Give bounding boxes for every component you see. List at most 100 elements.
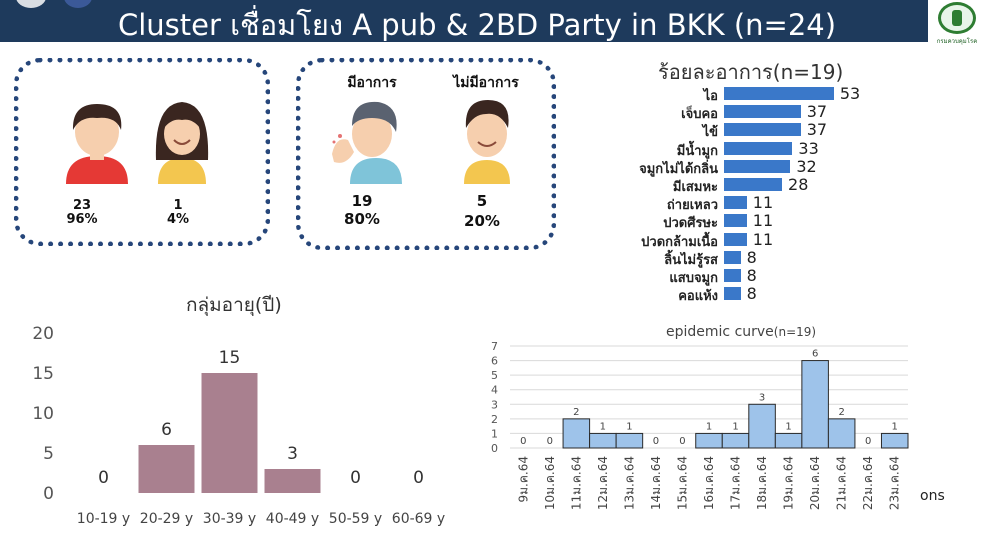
symptomatic-count: 19 — [351, 192, 373, 210]
age-y-tick: 5 — [43, 444, 54, 464]
epi-y-tick: 4 — [491, 384, 498, 397]
epi-date-label: 10ม.ค.64 — [543, 456, 557, 510]
symptom-bar — [724, 87, 834, 100]
symptom-value: 37 — [806, 102, 828, 122]
age-bar — [201, 373, 258, 493]
epi-bar — [721, 432, 750, 449]
epi-data-label: 6 — [812, 349, 818, 360]
male-person-icon — [66, 104, 128, 184]
age-bar-chart: 0 5 10 15 20 0 10-19 y 6 20-29 y 15 30-39 y 3 40-49 … — [32, 324, 445, 527]
healthy-person-icon — [464, 100, 510, 184]
epi-date-label: 13ม.ค.64 — [622, 456, 636, 510]
age-chart-title: กลุ่มอายุ(ปี) — [186, 294, 282, 316]
symptom-value: 11 — [752, 229, 774, 249]
symptom-label: ไอ — [703, 89, 718, 104]
age-category-label: 40-49 y — [266, 511, 319, 527]
epi-chart-title: epidemic curve(n=19) — [666, 324, 816, 340]
epi-date-label: 14ม.ค.64 — [649, 456, 663, 510]
coughing-person-icon — [332, 101, 402, 184]
epi-data-label: 1 — [706, 421, 712, 432]
epi-data-label: 2 — [573, 407, 579, 418]
asymptomatic-label: ไม่มีอาการ — [453, 75, 519, 91]
symptom-value: 8 — [746, 247, 757, 267]
age-bar — [264, 469, 321, 493]
male-percent: 96% — [66, 212, 98, 227]
epi-bar — [827, 418, 856, 449]
epi-y-tick: 6 — [491, 355, 498, 368]
age-data-label: 15 — [219, 348, 241, 368]
footer-fragment: ons — [920, 488, 945, 504]
epi-data-label: 1 — [732, 421, 738, 432]
symptom-bar — [724, 287, 741, 301]
symptom-label: เจ็บคอ — [681, 107, 718, 123]
female-person-icon — [155, 102, 209, 184]
age-data-label: 6 — [161, 420, 172, 440]
symptom-value: 37 — [806, 120, 828, 140]
symptom-status-panel — [296, 58, 556, 250]
age-category-label: 60-69 y — [392, 511, 445, 527]
symptom-label: จมูกไม่ได้กลิ่น — [639, 161, 718, 177]
age-category-label: 30-39 y — [203, 511, 256, 527]
symptom-bar — [724, 232, 747, 246]
symptom-label: มีเสมหะ — [672, 180, 718, 195]
symptom-value: 8 — [746, 284, 757, 304]
asymptomatic-percent: 20% — [464, 212, 500, 230]
epi-date-label: 19ม.ค.64 — [782, 456, 796, 510]
facebook-icon[interactable] — [64, 0, 92, 8]
age-data-label: 0 — [413, 468, 424, 488]
epi-bar — [615, 432, 644, 449]
symptom-bar — [724, 196, 747, 210]
symptom-value: 11 — [752, 211, 774, 231]
epi-bar — [562, 418, 591, 449]
epi-data-label: 1 — [892, 421, 898, 432]
epi-y-tick: 5 — [491, 369, 498, 382]
female-count: 1 — [173, 198, 183, 213]
epi-y-tick: 2 — [491, 413, 498, 426]
symptom-bar — [724, 214, 747, 228]
symptom-value: 11 — [752, 193, 774, 213]
epi-date-label: 23ม.ค.64 — [888, 456, 902, 510]
epi-data-label: 0 — [679, 436, 685, 447]
epi-bar — [774, 432, 803, 449]
header-bar: Cluster เชื่อมโยง A pub & 2BD Party in B… — [0, 0, 986, 42]
symptom-bar — [724, 123, 801, 137]
age-category-label: 20-29 y — [140, 511, 193, 527]
symptom-bar — [724, 105, 801, 119]
symptom-chart-title: ร้อยละอาการ(n=19) — [658, 60, 844, 84]
age-category-label: 50-59 y — [329, 511, 382, 527]
symptom-bar — [724, 159, 791, 173]
epi-bar — [695, 432, 723, 449]
age-data-label: 0 — [350, 468, 361, 488]
epi-bar — [589, 432, 617, 449]
age-y-tick: 20 — [32, 324, 54, 344]
symptomatic-label: มีอาการ — [347, 75, 397, 91]
epi-date-label: 22ม.ค.64 — [861, 456, 875, 510]
epi-data-label: 1 — [785, 421, 791, 432]
symptom-label: ปวดกล้ามเนื้อ — [641, 234, 718, 250]
ddc-seal-icon — [938, 2, 976, 34]
symptom-label: ลิ้นไม่รู้รส — [664, 252, 718, 268]
age-category-label: 10-19 y — [77, 511, 130, 527]
symptom-value: 32 — [796, 156, 817, 176]
epi-data-label: 0 — [653, 436, 659, 447]
age-y-tick: 0 — [43, 484, 54, 504]
epi-bar — [801, 360, 829, 449]
symptom-value: 28 — [788, 175, 809, 194]
age-data-label: 3 — [287, 444, 298, 464]
ddc-logo: กรมควบคุมโรค — [928, 0, 986, 45]
page-title: Cluster เชื่อมโยง A pub & 2BD Party in B… — [118, 8, 837, 42]
epi-bar — [748, 403, 776, 449]
symptom-bar — [724, 250, 741, 264]
epi-y-tick: 3 — [491, 398, 498, 411]
epi-date-label: 12ม.ค.64 — [596, 456, 610, 510]
female-percent: 4% — [166, 212, 190, 227]
age-bar — [138, 445, 195, 493]
symptom-bar — [724, 178, 783, 191]
epi-data-label: 2 — [838, 407, 844, 418]
symptom-label: ถ่ายเหลว — [666, 198, 718, 214]
epi-data-label: 3 — [759, 392, 765, 403]
profile-icon[interactable] — [16, 0, 46, 8]
epidemic-curve-chart: 0123456709ม.ค.64010ม.ค.64211ม.ค.64112ม.ค… — [491, 340, 909, 510]
epi-data-label: 0 — [547, 436, 553, 447]
symptomatic-percent: 80% — [344, 210, 380, 228]
